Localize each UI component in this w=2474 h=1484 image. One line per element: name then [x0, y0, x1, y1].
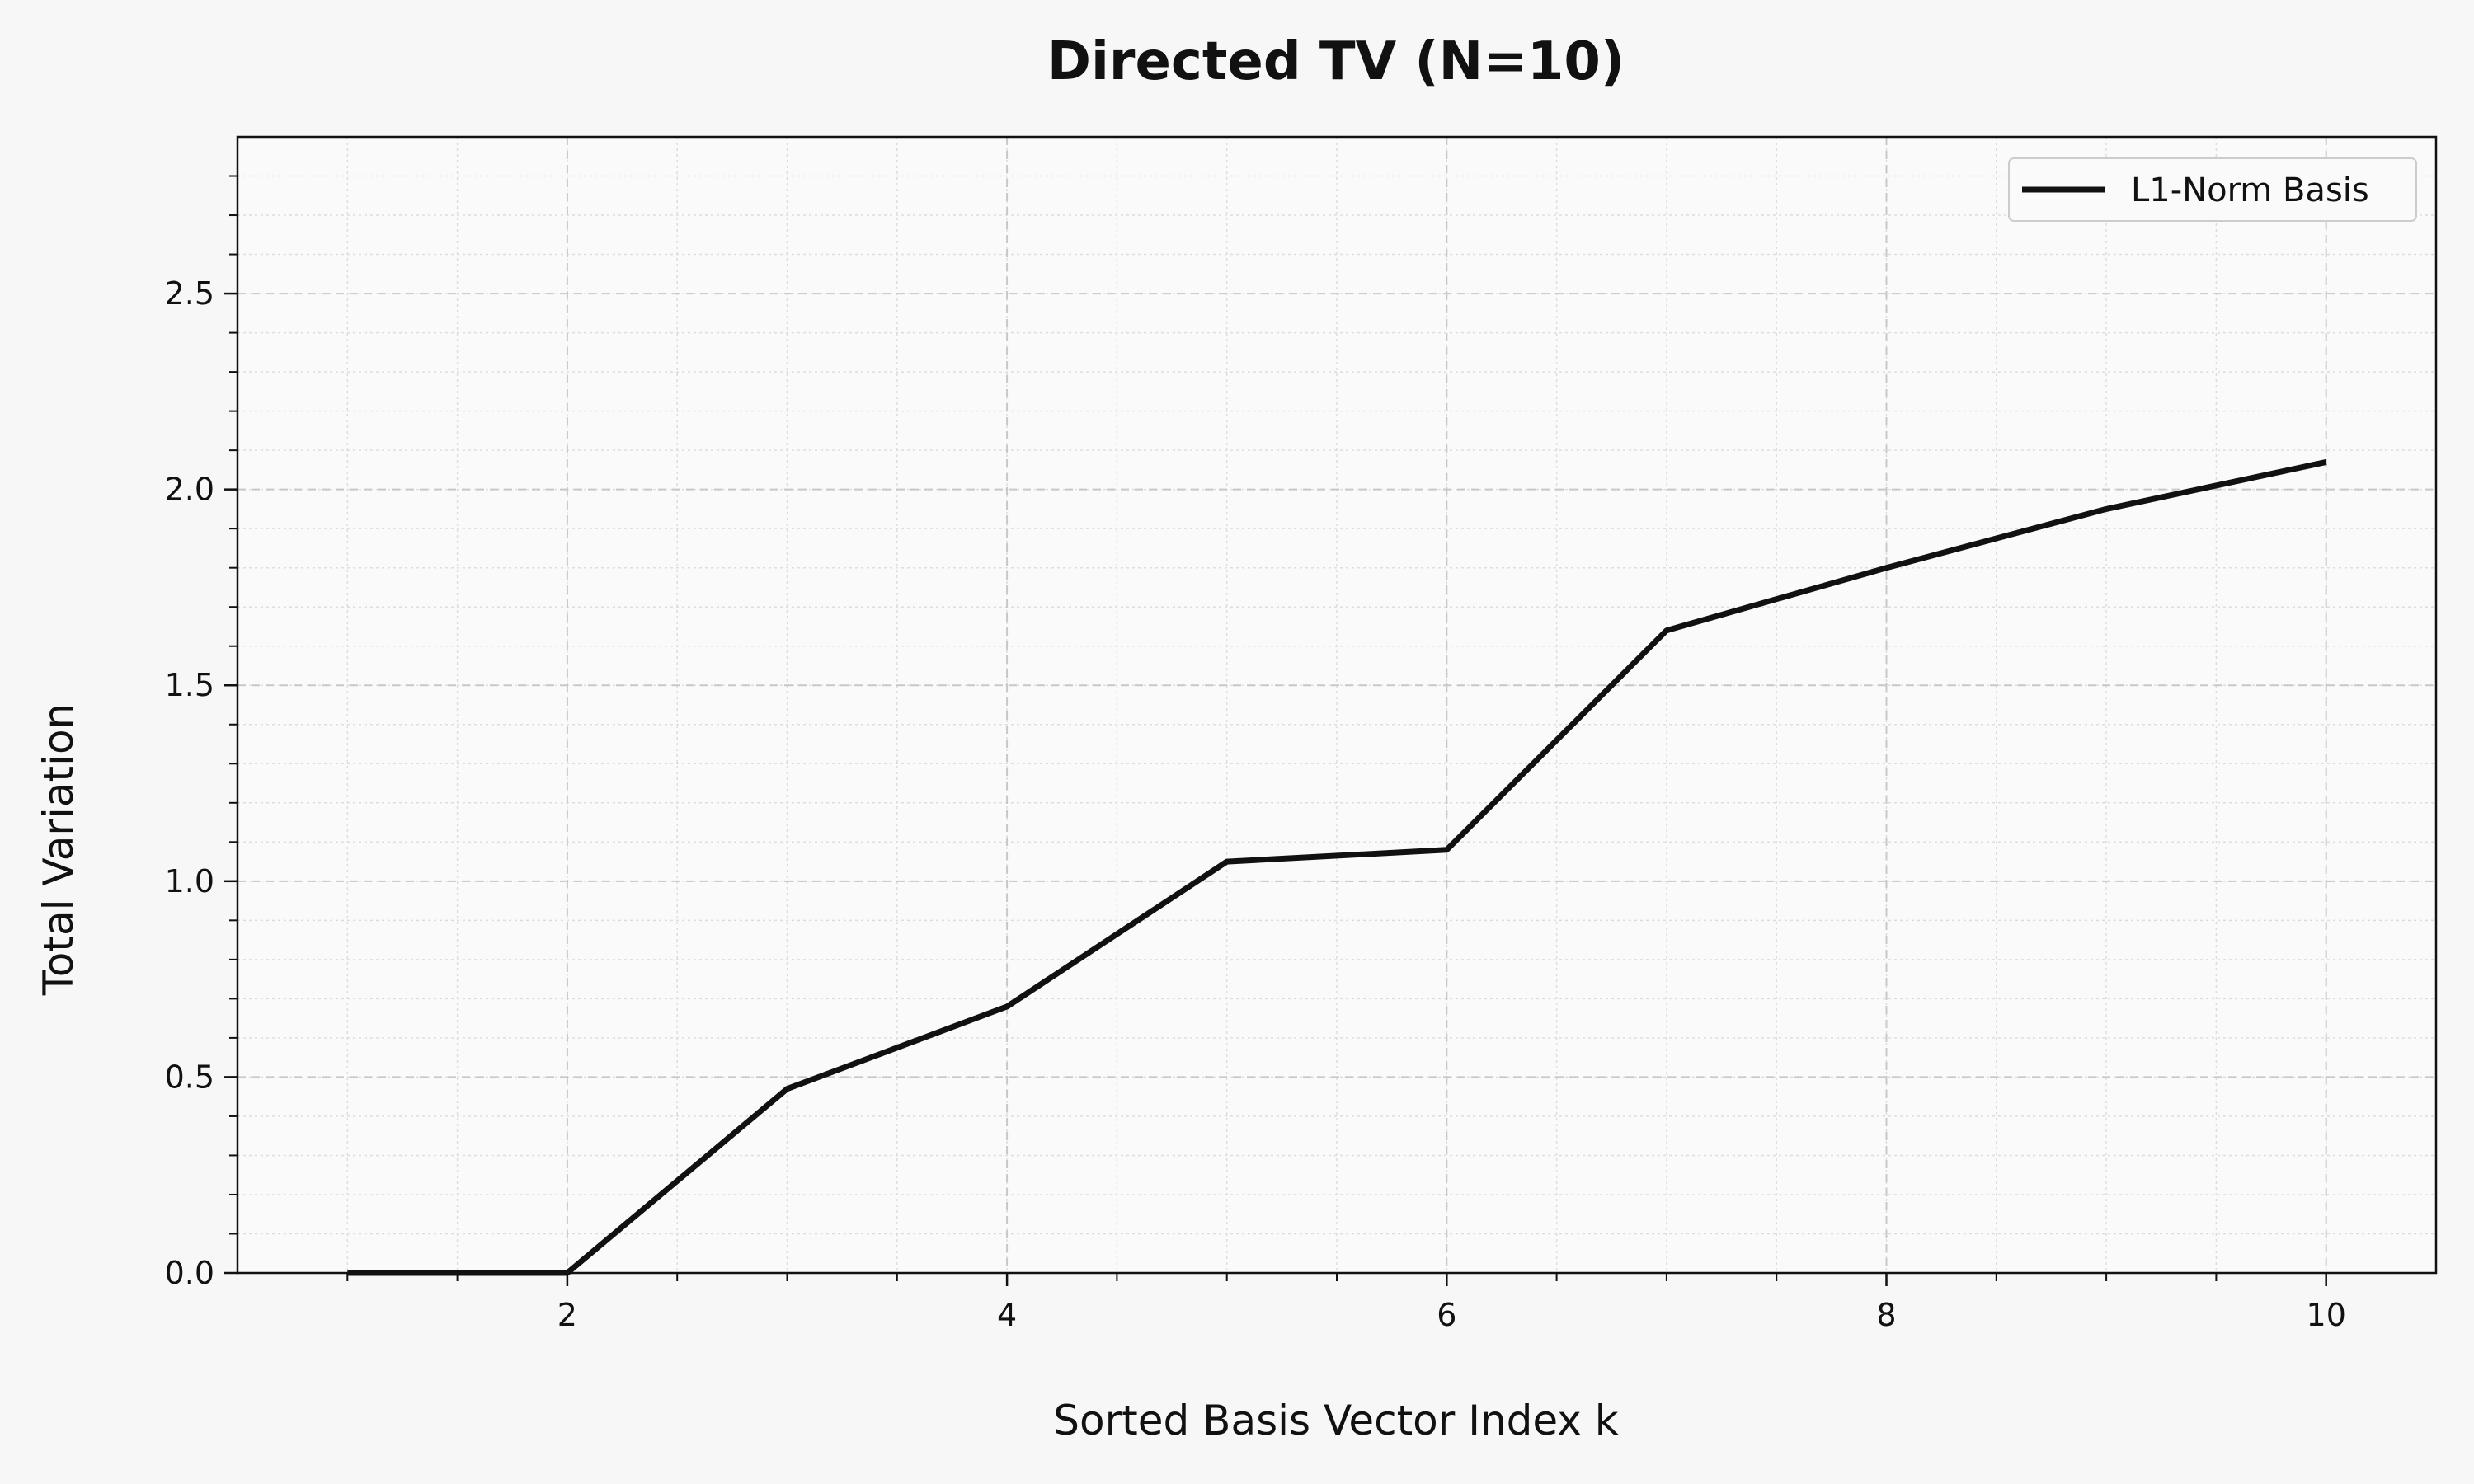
major-grid [238, 137, 2436, 1274]
y-axis-ticks: 0.0 0.5 1.0 1.5 2.0 2.5 [165, 175, 238, 1291]
chart-title: Directed TV (N=10) [1047, 31, 1625, 92]
x-tick-label: 4 [997, 1297, 1017, 1333]
series-layer [347, 458, 2327, 1276]
y-tick-label: 0.0 [165, 1255, 214, 1291]
x-axis-label: Sorted Basis Vector Index k [1053, 1397, 1618, 1444]
y-tick-label: 0.5 [165, 1059, 214, 1095]
series-line-0 [347, 458, 2327, 1276]
y-tick-label: 2.5 [165, 275, 214, 312]
x-tick-label: 2 [557, 1297, 577, 1333]
y-tick-label: 1.0 [165, 863, 214, 899]
y-tick-label: 1.5 [165, 667, 214, 703]
x-tick-label: 10 [2307, 1297, 2346, 1333]
y-axis-label: Total Variation [35, 703, 82, 997]
x-axis-ticks: 2 4 6 8 10 [346, 1273, 2346, 1333]
legend-label-l1-norm-basis: L1-Norm Basis [2131, 171, 2369, 209]
x-tick-label: 6 [1437, 1297, 1456, 1333]
x-tick-label: 8 [1876, 1297, 1896, 1333]
legend-box [2008, 157, 2417, 222]
y-tick-label: 2.0 [165, 472, 214, 508]
legend: L1-Norm Basis [2008, 157, 2417, 222]
